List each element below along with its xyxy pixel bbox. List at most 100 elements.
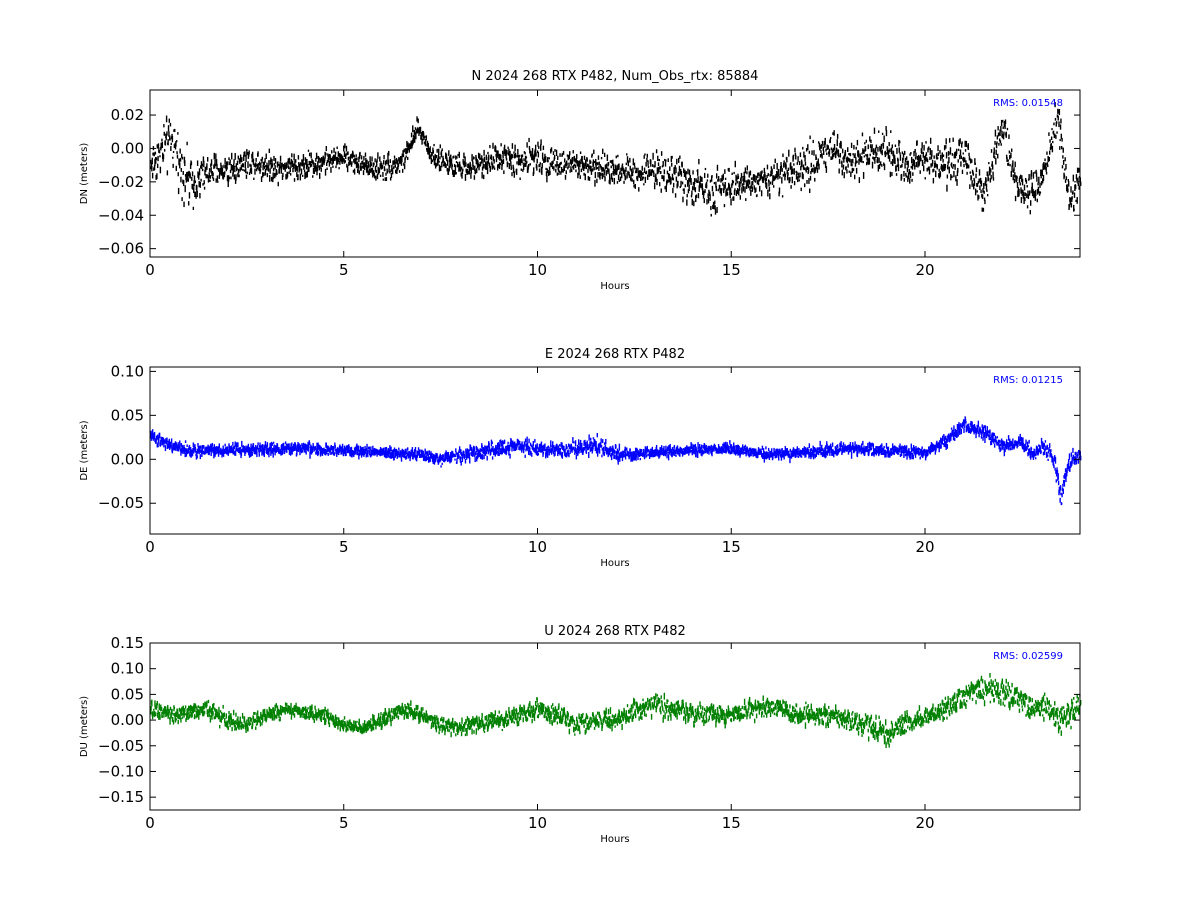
north-data-point <box>563 151 564 155</box>
north-data-point <box>254 169 255 175</box>
north-data-point <box>243 163 244 167</box>
east-data-point <box>978 421 979 428</box>
north-data-point <box>807 144 808 150</box>
up-data-point <box>172 713 173 716</box>
east-data-point <box>544 444 545 449</box>
north-data-point <box>269 175 270 182</box>
north-data-point <box>589 177 590 181</box>
north-data-point <box>920 158 921 161</box>
north-data-point <box>395 165 396 168</box>
north-data-point <box>889 142 890 146</box>
north-data-point <box>817 167 818 172</box>
north-data-point <box>1061 138 1062 142</box>
north-data-point <box>330 167 331 173</box>
north-data-point <box>656 149 657 153</box>
east-data-point <box>185 440 186 443</box>
north-data-point <box>163 154 164 159</box>
north-data-point <box>598 155 599 160</box>
north-data-point <box>298 155 299 159</box>
north-data-point <box>1008 134 1009 139</box>
north-data-point <box>1051 128 1052 130</box>
north-data-point <box>677 181 678 187</box>
east-data-point <box>253 443 254 447</box>
north-data-point <box>629 158 630 163</box>
east-data-point <box>1053 465 1054 468</box>
east-data-point <box>604 451 605 456</box>
east-data-point <box>534 439 535 443</box>
north-data-point <box>786 157 787 162</box>
east-x-tick-label: 10 <box>528 538 547 556</box>
north-data-point <box>473 165 474 170</box>
north-data-point <box>843 165 844 170</box>
north-data-point <box>612 178 613 182</box>
north-data-point <box>669 166 670 171</box>
east-data-point <box>1028 445 1029 447</box>
north-data-point <box>795 155 796 160</box>
north-data-point <box>1060 124 1061 129</box>
north-data-point <box>894 158 895 164</box>
east-data-point <box>603 447 604 452</box>
east-rms-annotation: RMS: 0.01215 <box>993 375 1063 386</box>
up-data-point <box>173 720 174 724</box>
north-data-point <box>483 175 484 179</box>
north-data-point <box>889 155 890 161</box>
north-data-point <box>883 143 884 149</box>
north-data-point <box>604 153 605 157</box>
north-data-point <box>278 182 279 186</box>
north-data-point <box>962 170 963 174</box>
north-data-point <box>358 163 359 168</box>
north-data-point <box>549 157 550 159</box>
east-data-point <box>171 438 172 443</box>
north-data-point <box>716 207 717 213</box>
north-data-point <box>915 153 916 159</box>
north-data-point <box>983 208 984 212</box>
east-data-point <box>442 463 443 465</box>
north-data-point <box>634 166 635 169</box>
north-data-point <box>528 138 529 142</box>
east-data-point <box>1071 452 1072 456</box>
north-data-point <box>517 149 518 155</box>
north-data-point <box>290 167 291 172</box>
north-data-point <box>166 135 167 140</box>
north-data-point <box>197 191 198 197</box>
north-data-point <box>592 168 593 171</box>
east-data-point <box>1050 449 1051 452</box>
east-data-point <box>492 441 493 444</box>
up-data-point <box>151 700 152 707</box>
north-data-point <box>705 168 706 170</box>
north-data-point <box>974 180 975 186</box>
north-data-point <box>933 178 934 183</box>
north-data-point <box>174 129 175 132</box>
north-data-point <box>920 170 921 174</box>
east-data-point <box>197 455 198 458</box>
north-data-point <box>745 167 746 173</box>
north-data-point <box>510 161 511 165</box>
north-data-point <box>262 157 263 160</box>
east-data-point <box>888 447 889 451</box>
north-data-point <box>787 172 788 175</box>
east-data-point <box>370 446 371 449</box>
north-data-point <box>366 160 367 165</box>
east-data-point <box>994 444 995 448</box>
north-data-point <box>1036 177 1037 182</box>
east-data-point <box>697 453 698 458</box>
north-data-point <box>646 171 647 174</box>
east-x-tick-label: 20 <box>915 538 934 556</box>
north-data-point <box>664 169 665 174</box>
north-data-point <box>202 164 203 166</box>
north-data-point <box>809 136 810 140</box>
north-data-point <box>685 177 686 180</box>
north-data-point <box>647 154 648 158</box>
north-data-point <box>985 178 986 182</box>
north-data-point <box>202 169 203 171</box>
east-data-point <box>525 439 526 443</box>
north-data-point <box>308 167 309 172</box>
north-data-point <box>858 151 859 158</box>
north-data-point <box>436 149 437 153</box>
north-data-point <box>511 165 512 170</box>
north-data-point <box>849 158 850 162</box>
north-data-point <box>363 156 364 160</box>
north-data-point <box>982 194 983 199</box>
north-data-point <box>553 151 554 155</box>
north-data-point <box>850 172 851 178</box>
